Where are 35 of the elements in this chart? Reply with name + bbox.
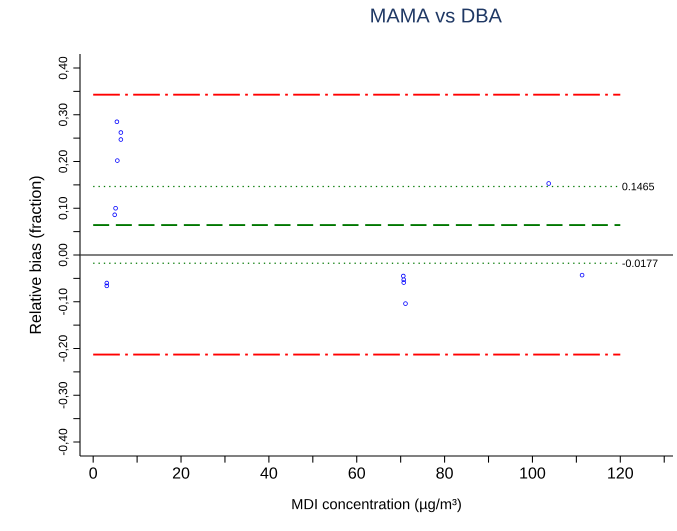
y-tick-label: -0,30 (58, 382, 69, 408)
ref-line-label: 0.1465 (622, 182, 654, 190)
y-tick-label: 0,30 (58, 104, 69, 126)
point (546, 181, 551, 186)
x-tick-label: 120 (608, 467, 634, 479)
point (104, 284, 110, 288)
x-tick-label: 80 (436, 467, 453, 479)
x-tick-label: 40 (260, 467, 278, 479)
point (115, 158, 120, 163)
point (403, 301, 408, 306)
point (401, 278, 406, 282)
point (114, 120, 120, 124)
y-tick-label: -0,40 (58, 428, 69, 456)
y-tick-label: 0,00 (58, 244, 69, 266)
point (580, 272, 584, 278)
ref-line-label: -0.0177 (622, 260, 658, 268)
point (401, 280, 406, 285)
x-tick-label: 100 (520, 467, 546, 479)
x-tick-label: 0 (89, 467, 98, 479)
point (118, 137, 124, 142)
y-tick-label: -0,10 (58, 288, 69, 315)
y-tick-label: -0,20 (58, 335, 69, 362)
point (112, 212, 117, 218)
y-tick-label: 0,10 (58, 197, 69, 220)
x-tick-label: 20 (172, 467, 190, 479)
x-tick-label: 60 (348, 467, 366, 479)
point (104, 280, 110, 286)
chart-title: MAMA vs DBA (371, 8, 502, 23)
y-tick-label: 0,40 (58, 56, 69, 80)
y-tick-label: 0,20 (58, 150, 69, 173)
y-axis-title: Relative bias (fraction) (29, 176, 44, 334)
point (118, 130, 124, 135)
point (401, 274, 406, 278)
point (113, 206, 118, 211)
x-axis-title: MDI concentration (µg/m³) (292, 498, 461, 512)
